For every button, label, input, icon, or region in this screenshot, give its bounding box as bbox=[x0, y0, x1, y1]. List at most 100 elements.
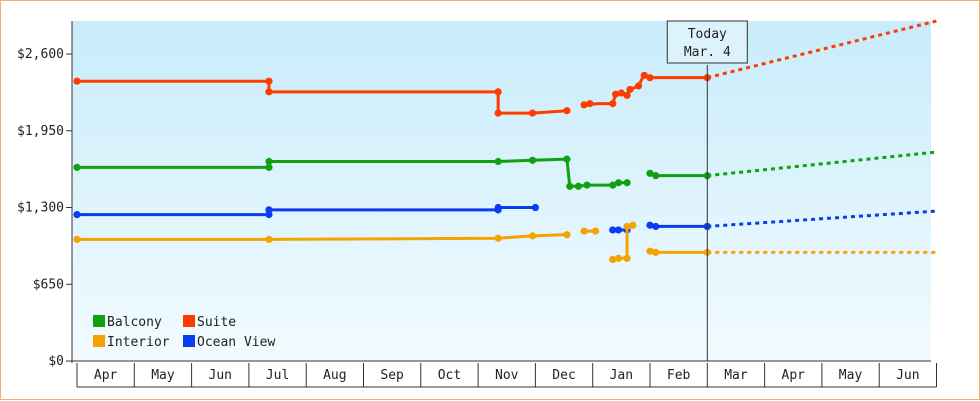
data-point-suite bbox=[609, 100, 617, 108]
data-point-interior bbox=[73, 235, 81, 244]
data-point-ocean-view bbox=[531, 203, 540, 212]
x-axis-month-ticks: Apr May Jun Jul Aug Sep Oct Nov Dec Jan Feb Mar Apr M… bbox=[76, 363, 937, 388]
x-tick-label-feb: Feb bbox=[667, 368, 691, 383]
data-point-interior bbox=[646, 247, 654, 255]
x-tick-label-oct: Oct bbox=[438, 368, 461, 383]
data-point-suite bbox=[626, 85, 634, 94]
data-point-suite bbox=[73, 77, 81, 85]
x-tick-label-mar: Mar bbox=[724, 368, 748, 383]
legend-label-interior: Interior bbox=[107, 335, 170, 350]
data-point-balcony bbox=[623, 179, 631, 187]
data-point-balcony bbox=[265, 157, 273, 166]
series-balcony bbox=[73, 155, 711, 190]
data-point-balcony bbox=[609, 181, 617, 189]
data-point-interior bbox=[591, 227, 600, 235]
data-point-suite bbox=[612, 90, 620, 98]
series-suite bbox=[73, 71, 711, 117]
data-point-suite bbox=[586, 100, 594, 108]
data-point-ocean-view bbox=[73, 211, 81, 219]
data-point-suite bbox=[623, 91, 631, 99]
y-tick-label: $2,600 bbox=[17, 47, 64, 62]
data-point-suite bbox=[640, 71, 648, 79]
data-point-ocean-view bbox=[265, 206, 273, 214]
data-point-balcony bbox=[646, 169, 654, 177]
axes bbox=[68, 21, 931, 363]
legend-label-balcony: Balcony bbox=[107, 315, 162, 330]
y-tick-label: $1,950 bbox=[17, 124, 64, 139]
x-tick-label-jan: Jan bbox=[610, 368, 633, 383]
data-point-balcony bbox=[614, 179, 623, 187]
data-point-balcony bbox=[528, 156, 537, 164]
x-tick-label-apr: Apr bbox=[94, 368, 118, 383]
data-point-balcony bbox=[73, 163, 81, 171]
y-tick-label: $650 bbox=[33, 277, 64, 292]
series-ocean-view bbox=[73, 203, 711, 234]
legend-swatch-balcony bbox=[93, 315, 105, 327]
y-tick-label: $1,300 bbox=[17, 201, 64, 216]
data-point-interior bbox=[629, 221, 637, 229]
data-point-suite bbox=[265, 77, 273, 85]
data-point-balcony bbox=[574, 182, 582, 190]
legend-label-ocean-view: Ocean View bbox=[197, 335, 275, 350]
data-point-interior bbox=[528, 232, 537, 240]
x-tick-label-jun: Jun bbox=[209, 368, 232, 383]
forecast-line-ocean-view bbox=[707, 209, 937, 228]
plot-area bbox=[72, 21, 931, 361]
data-point-balcony bbox=[494, 157, 502, 166]
data-point-interior bbox=[494, 234, 502, 242]
series-line-ocean-view bbox=[77, 206, 536, 217]
today-marker: Today Mar. 4 bbox=[666, 20, 748, 361]
forecast-lines bbox=[706, 19, 937, 254]
data-point-suite bbox=[563, 107, 571, 115]
data-point-suite bbox=[528, 109, 537, 117]
data-point-interior bbox=[614, 254, 623, 262]
data-point-suite bbox=[494, 109, 502, 117]
legend: Balcony Suite Interior Ocean View bbox=[93, 315, 275, 350]
today-label: Today bbox=[688, 27, 727, 42]
data-point-ocean-view bbox=[609, 226, 617, 234]
series-interior bbox=[73, 221, 711, 264]
data-point-interior bbox=[563, 231, 571, 239]
today-label-box bbox=[666, 20, 748, 64]
data-point-suite bbox=[617, 89, 625, 97]
legend-swatch-suite bbox=[183, 315, 195, 327]
x-tick-label-nov: Nov bbox=[495, 368, 519, 383]
data-point-balcony bbox=[563, 155, 571, 163]
legend-swatch-ocean-view bbox=[183, 335, 195, 347]
forecast-line-balcony bbox=[707, 150, 937, 178]
series-lines bbox=[73, 71, 711, 264]
x-tick-label-may: May bbox=[151, 368, 175, 383]
data-point-interior bbox=[265, 235, 273, 244]
data-point-balcony bbox=[566, 182, 574, 190]
data-point-balcony bbox=[583, 181, 591, 189]
legend-label-suite: Suite bbox=[197, 315, 236, 330]
data-point-balcony bbox=[652, 172, 660, 180]
data-point-interior bbox=[623, 222, 631, 231]
x-tick-label-jun: Jun bbox=[896, 368, 919, 383]
data-point-ocean-view bbox=[614, 226, 623, 234]
data-point-interior bbox=[609, 255, 617, 264]
data-point-suite bbox=[494, 88, 502, 96]
x-tick-label-jul: Jul bbox=[266, 368, 289, 383]
data-point-interior bbox=[623, 254, 631, 262]
x-tick-label-apr: Apr bbox=[782, 368, 806, 383]
y-tick-label: $0 bbox=[48, 354, 64, 369]
data-point-suite bbox=[634, 82, 643, 90]
x-tick-label-may: May bbox=[839, 368, 863, 383]
data-point-ocean-view bbox=[652, 222, 660, 231]
data-point-ocean-view bbox=[494, 203, 502, 212]
y-axis-ticks: $0 $650 $1,300 $1,950 $2,600 bbox=[17, 47, 72, 369]
data-point-suite bbox=[265, 88, 273, 96]
data-point-suite bbox=[646, 74, 654, 82]
today-date: Mar. 4 bbox=[684, 45, 731, 60]
x-tick-label-sep: Sep bbox=[380, 368, 404, 383]
data-point-suite bbox=[580, 101, 588, 109]
data-point-interior bbox=[580, 227, 588, 235]
data-point-balcony bbox=[265, 163, 273, 171]
x-tick-label-dec: Dec bbox=[552, 368, 575, 383]
x-tick-label-aug: Aug bbox=[323, 368, 346, 383]
data-point-interior bbox=[652, 248, 660, 256]
data-point-ocean-view bbox=[646, 221, 654, 229]
